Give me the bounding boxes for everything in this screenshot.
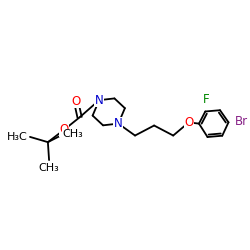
Text: O: O <box>60 123 69 136</box>
Text: N: N <box>114 117 123 130</box>
Text: Br: Br <box>235 114 248 128</box>
Text: H₃C: H₃C <box>7 132 28 142</box>
Text: O: O <box>184 116 193 129</box>
Text: CH₃: CH₃ <box>62 129 83 139</box>
Text: F: F <box>202 93 209 106</box>
Text: N: N <box>95 94 104 107</box>
Text: O: O <box>72 94 81 108</box>
Text: CH₃: CH₃ <box>39 163 60 173</box>
